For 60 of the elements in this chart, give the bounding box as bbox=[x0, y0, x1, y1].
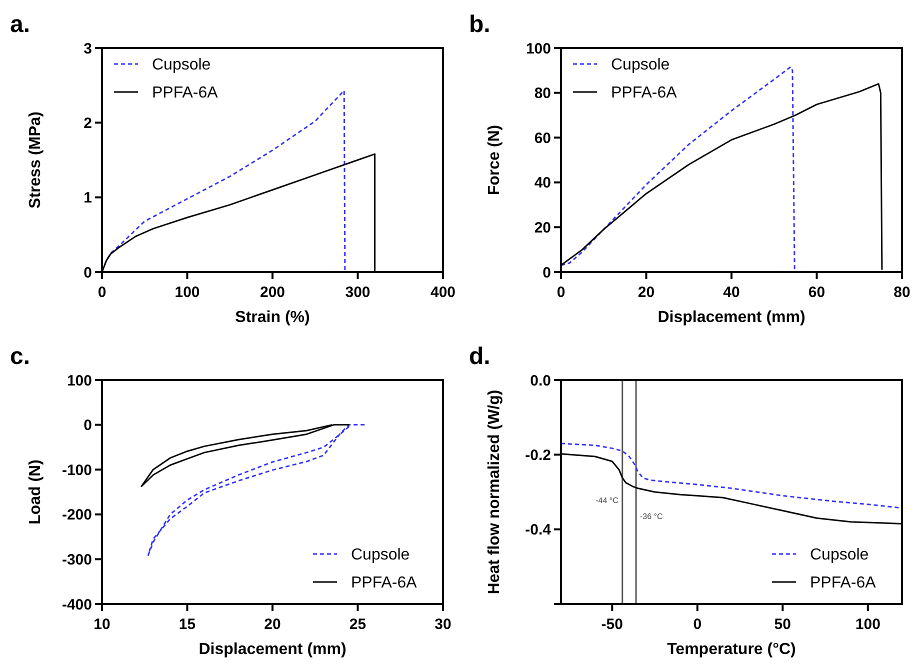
x-tick-label: 0 bbox=[693, 616, 702, 633]
y-axis-title: Force (N) bbox=[486, 124, 503, 196]
x-tick-label: 15 bbox=[178, 616, 196, 633]
y-tick-label: -300 bbox=[62, 551, 92, 568]
x-tick-label: 200 bbox=[260, 284, 286, 301]
x-tick-label: 20 bbox=[264, 616, 281, 633]
y-tick-label: 0.0 bbox=[530, 372, 551, 390]
y-tick-label: 0 bbox=[84, 417, 92, 434]
y-tick-label: -0.2 bbox=[525, 446, 551, 464]
y-tick-label: -0.4 bbox=[525, 522, 552, 539]
legend-label: PPFA-6A bbox=[810, 574, 876, 592]
x-axis-title: Displacement (mm) bbox=[198, 641, 346, 658]
x-tick-label: 30 bbox=[434, 616, 452, 633]
x-tick-label: 40 bbox=[723, 284, 740, 301]
y-tick-label: -400 bbox=[62, 596, 92, 614]
x-tick-label: 10 bbox=[94, 616, 110, 633]
x-tick-label: 60 bbox=[808, 284, 826, 301]
x-tick-label: 400 bbox=[430, 284, 456, 301]
y-axis-title: Load (N) bbox=[27, 460, 44, 524]
x-axis-title: Temperature (°C) bbox=[667, 641, 796, 658]
chart-title: a. bbox=[10, 11, 30, 38]
y-axis-title: Stress (MPa) bbox=[27, 112, 44, 208]
y-tick-label: 0 bbox=[84, 264, 92, 282]
y-tick-label: -100 bbox=[62, 462, 92, 479]
y-tick-label: -200 bbox=[62, 506, 92, 524]
legend-label: PPFA-6A bbox=[611, 84, 678, 102]
x-tick-label: 100 bbox=[855, 616, 880, 633]
y-tick-label: 40 bbox=[534, 174, 551, 192]
y-tick-label: 3 bbox=[84, 40, 92, 58]
x-tick-label: 20 bbox=[638, 284, 655, 301]
y-tick-label: 1 bbox=[84, 190, 92, 207]
y-tick-label: 100 bbox=[66, 372, 92, 390]
y-axis-title: Heat flow normalized (W/g) bbox=[486, 390, 503, 594]
chart-title: c. bbox=[10, 343, 30, 370]
legend-label: Cupsole bbox=[351, 546, 410, 564]
y-tick-label: 100 bbox=[526, 40, 551, 58]
x-tick-label: 300 bbox=[345, 284, 370, 301]
legend-label: Cupsole bbox=[810, 546, 869, 564]
ref-line-label: -36 °C bbox=[640, 512, 664, 521]
x-tick-label: 100 bbox=[174, 284, 200, 301]
x-tick-label: 0 bbox=[98, 284, 106, 301]
ref-line-label: -44 °C bbox=[596, 496, 619, 506]
x-tick-label: -50 bbox=[601, 616, 623, 633]
x-axis-title: Strain (%) bbox=[235, 309, 310, 326]
legend-label: Cupsole bbox=[611, 56, 670, 74]
chart-title: b. bbox=[469, 11, 490, 38]
y-tick-label: 20 bbox=[534, 219, 551, 236]
x-axis-title: Displacement (mm) bbox=[658, 309, 806, 326]
x-tick-label: 80 bbox=[894, 284, 910, 301]
chart-title: d. bbox=[469, 343, 490, 370]
y-tick-label: 60 bbox=[534, 130, 551, 147]
legend-label: PPFA-6A bbox=[152, 84, 218, 102]
y-tick-label: 0 bbox=[542, 264, 551, 282]
x-tick-label: 0 bbox=[556, 284, 566, 301]
x-tick-label: 50 bbox=[774, 616, 791, 633]
legend-label: PPFA-6A bbox=[351, 574, 418, 592]
x-tick-label: 25 bbox=[349, 616, 366, 633]
y-tick-label: 2 bbox=[84, 114, 92, 132]
legend-label: Cupsole bbox=[152, 56, 211, 74]
y-tick-label: 80 bbox=[534, 85, 551, 102]
